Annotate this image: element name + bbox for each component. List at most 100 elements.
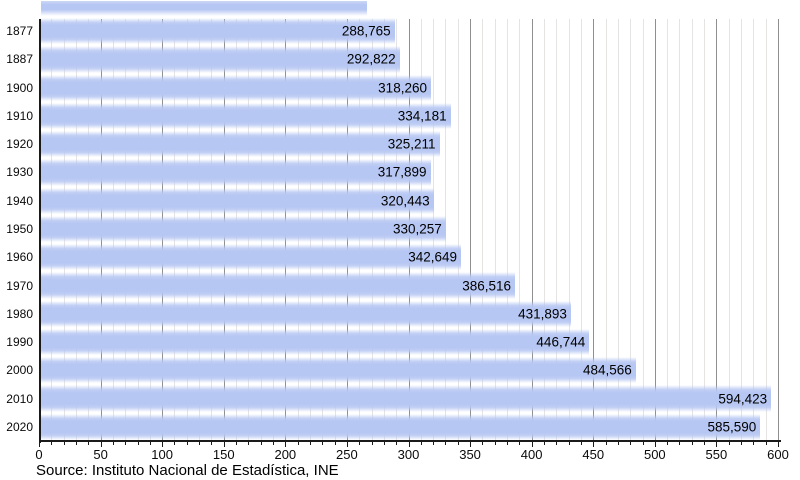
gridline-major: [654, 19, 656, 440]
bar-value-label: 585,590: [707, 419, 757, 435]
x-minor-tick: [667, 442, 669, 445]
gridline-minor: [519, 19, 521, 440]
bar: 446,744: [40, 328, 590, 356]
x-minor-tick: [137, 442, 139, 445]
x-tick-label: 350: [459, 447, 481, 462]
gridline-major: [716, 19, 718, 440]
bar-row: 1960 342,649: [0, 243, 800, 271]
x-major-tick: [100, 442, 102, 447]
gridline-minor: [691, 19, 693, 440]
x-tick-label: 50: [93, 447, 108, 462]
x-minor-tick: [457, 442, 459, 445]
x-tick-label: 150: [212, 447, 235, 462]
gridline-minor: [667, 19, 669, 440]
bar-row: 1910 334,181: [0, 102, 800, 130]
x-tick-label: 200: [274, 447, 297, 462]
x-minor-tick: [51, 442, 53, 445]
source-caption: Source: Instituto Nacional de Estadístic…: [36, 462, 339, 479]
x-major-tick: [470, 442, 472, 447]
x-minor-tick: [420, 442, 422, 445]
bar-value-label: 325,211: [387, 136, 436, 152]
x-minor-tick: [765, 442, 767, 445]
x-major-tick: [408, 442, 410, 447]
bar: 334,181: [40, 102, 451, 130]
bar: 594,423: [40, 385, 772, 412]
x-minor-tick: [617, 442, 619, 445]
bar-row: 1877 288,765: [0, 17, 800, 45]
bar: 317,899: [40, 159, 431, 186]
gridline-minor: [765, 19, 767, 440]
gridline-minor: [617, 19, 619, 440]
gridline-minor: [568, 19, 570, 440]
x-minor-tick: [741, 442, 743, 445]
x-minor-tick: [88, 442, 90, 445]
x-tick-label: 500: [643, 447, 666, 462]
x-major-tick: [162, 442, 164, 447]
x-major-tick: [654, 442, 656, 447]
bar-row: 1990 446,744: [0, 328, 800, 356]
gridline-minor: [482, 19, 484, 440]
year-label: 2000: [6, 363, 33, 378]
bar: 325,211: [40, 131, 440, 158]
year-label: 1980: [6, 306, 33, 321]
bar-row: 2020 585,590: [0, 413, 800, 441]
x-minor-tick: [309, 442, 311, 445]
x-minor-tick: [630, 442, 632, 445]
gridline-minor: [642, 19, 644, 440]
year-label: 1930: [6, 165, 33, 180]
gridline-major: [778, 19, 779, 440]
bar: 330,257: [40, 215, 446, 243]
x-minor-tick: [679, 442, 681, 445]
y-axis-line: [39, 19, 41, 443]
x-tick-label: 300: [397, 447, 420, 462]
bar-value-label: 288,765: [341, 23, 391, 39]
x-minor-tick: [125, 442, 127, 445]
bar-row: 2000 484,566: [0, 356, 800, 384]
bar-value-label: 320,443: [380, 193, 430, 209]
x-minor-tick: [568, 442, 570, 445]
x-tick-label: 600: [767, 447, 789, 462]
x-major-tick: [223, 442, 225, 447]
x-minor-tick: [383, 442, 385, 445]
x-minor-tick: [728, 442, 730, 445]
bar-value-label: 342,649: [408, 249, 458, 265]
gridline-minor: [630, 19, 632, 440]
gridline-major: [593, 19, 595, 440]
x-tick-label: 550: [705, 447, 728, 462]
year-label: 1900: [6, 80, 33, 95]
x-minor-tick: [236, 442, 238, 445]
x-minor-tick: [186, 442, 188, 445]
x-tick-label: 250: [336, 447, 358, 462]
x-major-tick: [716, 442, 718, 447]
x-minor-tick: [75, 442, 77, 445]
bar: 585,590: [40, 413, 761, 440]
bar-row: 2010 594,423: [0, 384, 800, 412]
x-major-tick: [39, 442, 40, 447]
year-label: 1960: [6, 250, 33, 265]
gridline-minor: [457, 19, 459, 440]
x-tick-label: 0: [35, 447, 43, 462]
bar-value-label: 386,516: [462, 278, 512, 294]
gridline-minor: [507, 19, 509, 440]
bar-row: 1887 292,822: [0, 45, 800, 73]
gridline-minor: [728, 19, 730, 440]
gridline-minor: [704, 19, 706, 440]
x-minor-tick: [297, 442, 299, 445]
x-minor-tick: [149, 442, 151, 445]
x-minor-tick: [63, 442, 65, 445]
x-minor-tick: [359, 442, 361, 445]
bar-value-label: 292,822: [346, 51, 396, 67]
x-minor-tick: [507, 442, 509, 445]
gridline-minor: [753, 19, 755, 440]
bar-row: 1970 386,516: [0, 271, 800, 299]
bar-row: 1950 330,257: [0, 215, 800, 243]
bar-value-label: 317,899: [377, 164, 427, 180]
bar-row: 1920 325,211: [0, 130, 800, 158]
x-axis-line: [39, 440, 781, 442]
year-label: 1950: [6, 221, 33, 236]
x-major-tick: [346, 442, 348, 447]
x-minor-tick: [273, 442, 275, 445]
x-minor-tick: [704, 442, 706, 445]
gridline-major: [470, 19, 472, 440]
